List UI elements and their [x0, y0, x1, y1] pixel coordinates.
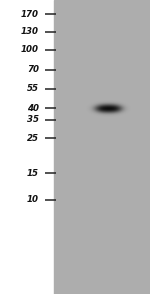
Text: 70: 70	[27, 66, 39, 74]
Text: 10: 10	[27, 196, 39, 204]
Bar	[0, 0, 54, 294]
Text: 55: 55	[27, 84, 39, 93]
Text: 170: 170	[21, 10, 39, 19]
Text: 15: 15	[27, 169, 39, 178]
Text: 100: 100	[21, 46, 39, 54]
Text: 130: 130	[21, 27, 39, 36]
Text: 40: 40	[27, 104, 39, 113]
Text: 35: 35	[27, 116, 39, 124]
Text: 25: 25	[27, 134, 39, 143]
Bar	[54, 0, 150, 294]
